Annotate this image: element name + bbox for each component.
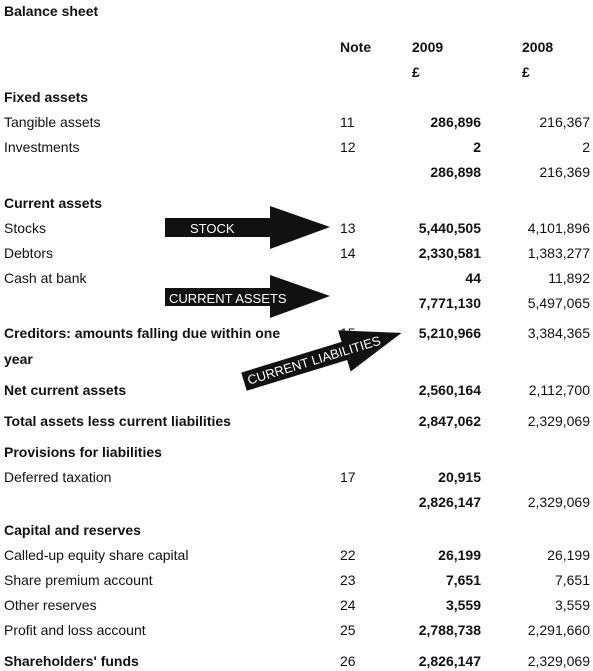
row-value-2009: 7,651 [445, 572, 481, 588]
row-value-2008: 2,112,700 [528, 382, 590, 398]
current-liabilities-arrow: CURRENT LIABILITIES [241, 330, 402, 391]
row-label: Share premium account [4, 572, 153, 588]
row-value-2009: 26,199 [438, 547, 481, 563]
currency-2009: £ [412, 64, 420, 80]
row-label: Provisions for liabilities [4, 444, 162, 460]
row-label: Capital and reserves [4, 522, 141, 538]
row-label: Total assets less current liabilities [4, 413, 231, 429]
row-note: 14 [340, 245, 356, 261]
row-label: Tangible assets [4, 114, 101, 130]
row-value-2008: 5,497,065 [527, 295, 590, 311]
row-value-2009: 20,915 [438, 469, 481, 485]
row-value-2009: 2,826,147 [418, 653, 481, 669]
row-note: 12 [340, 139, 356, 155]
row-label: Creditors: amounts falling due within on… [4, 325, 281, 341]
row-note: 24 [340, 597, 356, 613]
row-value-2008: 2,329,069 [527, 413, 590, 429]
stock-arrow-label: STOCK [190, 221, 235, 236]
row-value-2009: 2,847,062 [418, 413, 481, 429]
row-value-2009: 44 [465, 270, 481, 286]
row-value-2008: 2,291,660 [527, 622, 590, 638]
row-note: 11 [340, 114, 355, 130]
row-value-2009: 2,788,738 [418, 622, 481, 638]
current-assets-arrow-label: CURRENT ASSETS [169, 291, 287, 306]
row-label: Fixed assets [4, 89, 89, 105]
row-label: Shareholders' funds [4, 653, 139, 669]
row-label: Stocks [4, 220, 47, 236]
row-note: 22 [340, 547, 356, 563]
row-note: 17 [340, 469, 356, 485]
row-label: Debtors [4, 245, 54, 261]
row-value-2009: 5,210,966 [418, 325, 481, 341]
row-label: Deferred taxation [4, 469, 112, 485]
row-value-2009: 3,559 [445, 597, 481, 613]
current-assets-arrow: CURRENT ASSETS [165, 275, 330, 318]
column-header-2009: 2009 [412, 39, 444, 55]
row-value-2009: 286,898 [430, 164, 481, 180]
row-value-2008: 7,651 [554, 572, 590, 588]
row-value-2009: 2,330,581 [418, 245, 481, 261]
balance-sheet-title: Balance sheet [4, 3, 99, 19]
row-value-2009: 5,440,505 [418, 220, 481, 236]
row-label: Other reserves [4, 597, 97, 613]
column-header-note: Note [340, 39, 372, 55]
row-value-2008: 216,367 [539, 114, 590, 130]
currency-2008: £ [522, 64, 530, 80]
row-value-2009: 2,560,164 [418, 382, 481, 398]
row-value-2008: 3,384,365 [527, 325, 590, 341]
row-value-2008: 2,329,069 [527, 494, 590, 510]
row-label: Cash at bank [4, 270, 87, 286]
row-value-2008: 1,383,277 [527, 245, 590, 261]
row-value-2008: 4,101,896 [527, 220, 590, 236]
stock-arrow: STOCK [165, 206, 330, 249]
row-value-2008: 216,369 [539, 164, 590, 180]
row-value-2008: 11,892 [548, 270, 590, 286]
row-label: Profit and loss account [4, 622, 146, 638]
row-label: Net current assets [4, 382, 127, 398]
row-value-2008: 2,329,069 [527, 653, 590, 669]
row-value-2008: 26,199 [547, 547, 590, 563]
row-value-2008: 3,559 [554, 597, 590, 613]
row-value-2009: 286,896 [430, 114, 481, 130]
row-label: year [4, 351, 33, 367]
row-value-2009: 2 [473, 139, 481, 155]
column-header-2008: 2008 [522, 39, 554, 55]
row-value-2008: 2 [582, 139, 590, 155]
row-label: Current assets [4, 195, 103, 211]
row-note: 13 [340, 220, 356, 236]
row-note: 23 [340, 572, 356, 588]
row-note: 25 [340, 622, 356, 638]
row-label: Investments [4, 139, 80, 155]
row-label: Called-up equity share capital [4, 547, 189, 563]
row-value-2009: 7,771,130 [418, 295, 481, 311]
row-value-2009: 2,826,147 [418, 494, 481, 510]
row-note: 26 [340, 653, 356, 669]
